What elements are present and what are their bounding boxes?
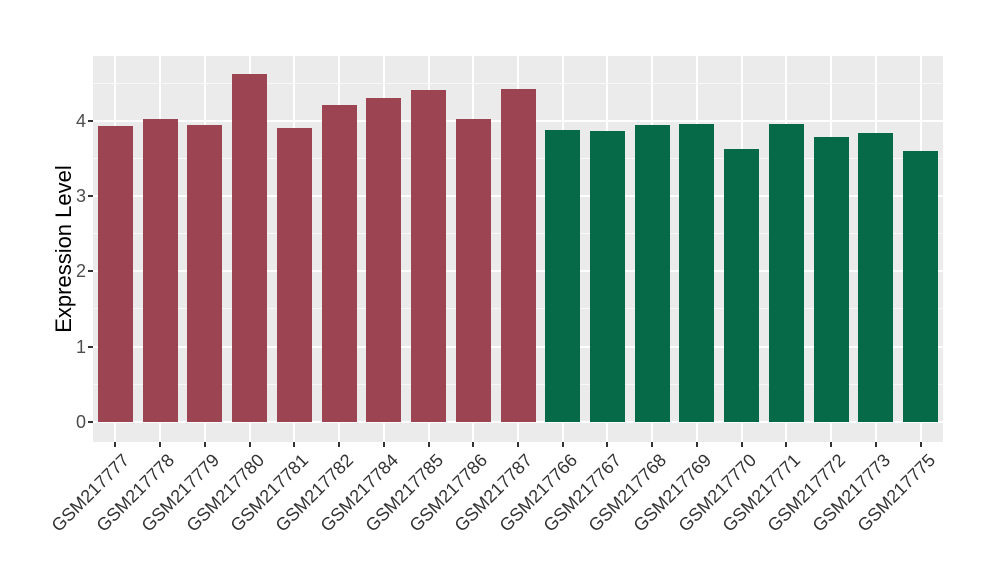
bar-GSM217773	[858, 132, 894, 422]
bar-GSM217769	[679, 123, 715, 422]
bar-GSM217766	[545, 129, 581, 422]
y-tick-label: 0	[75, 411, 86, 432]
y-tick-label: 1	[75, 336, 86, 357]
y-tick-label: 2	[75, 261, 86, 282]
bar-GSM217787	[500, 88, 536, 422]
x-tick-mark	[740, 442, 743, 447]
bar-GSM217777	[97, 126, 133, 422]
x-tick-mark	[561, 442, 564, 447]
y-tick-mark	[88, 345, 93, 348]
x-tick-mark	[159, 442, 162, 447]
bar-GSM217786	[455, 118, 491, 422]
x-tick-mark	[830, 442, 833, 447]
bar-GSM217767	[589, 130, 625, 422]
bar-GSM217770	[724, 148, 760, 422]
x-tick-mark	[919, 442, 922, 447]
x-tick-mark	[874, 442, 877, 447]
bar-GSM217782	[321, 105, 357, 422]
bar-GSM217781	[276, 127, 312, 422]
bar-GSM217785	[411, 90, 447, 422]
y-tick-mark	[88, 270, 93, 273]
bar-GSM217780	[232, 73, 268, 422]
x-tick-mark	[695, 442, 698, 447]
x-tick-mark	[248, 442, 251, 447]
y-tick-label: 3	[75, 186, 86, 207]
x-tick-mark	[114, 442, 117, 447]
x-tick-mark	[427, 442, 430, 447]
x-tick-mark	[651, 442, 654, 447]
x-tick-mark	[382, 442, 385, 447]
bar-GSM217784	[366, 98, 402, 422]
y-tick-mark	[88, 420, 93, 423]
x-tick-mark	[785, 442, 788, 447]
bar-GSM217779	[187, 125, 223, 422]
x-tick-mark	[203, 442, 206, 447]
x-tick-mark	[472, 442, 475, 447]
bar-GSM217772	[813, 137, 849, 422]
bar-GSM217775	[903, 150, 939, 422]
x-tick-mark	[338, 442, 341, 447]
y-tick-mark	[88, 195, 93, 198]
bar-GSM217768	[634, 124, 670, 422]
bar-GSM217771	[768, 123, 804, 422]
x-tick-mark	[517, 442, 519, 447]
x-tick-mark	[293, 442, 296, 447]
x-tick-mark	[606, 442, 609, 447]
y-tick-mark	[88, 119, 93, 122]
y-tick-label: 4	[75, 110, 86, 131]
plot-panel	[93, 56, 943, 442]
bar-GSM217778	[142, 118, 178, 422]
